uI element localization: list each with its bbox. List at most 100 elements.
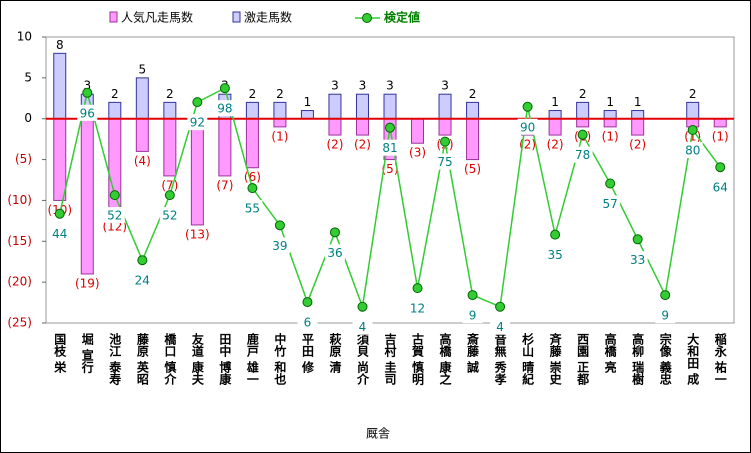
data-label: 8 — [56, 38, 64, 52]
x-tick-label: 藤原 英昭 — [135, 332, 149, 386]
data-label: 80 — [685, 144, 700, 158]
data-label-box — [352, 318, 373, 335]
line-marker — [329, 227, 340, 238]
data-label: 35 — [547, 248, 562, 262]
x-tick-label: 吉村 圭司 — [383, 332, 397, 386]
x-tick-label: 堀 宣行 — [80, 332, 94, 374]
x-tick-label: 池江 泰寿 — [108, 332, 122, 386]
data-label-box — [710, 179, 731, 196]
bar — [466, 118, 480, 161]
data-label-box — [187, 114, 208, 131]
line-marker — [440, 136, 451, 147]
x-tick-label: 古賀 慎明 — [411, 332, 425, 386]
line-marker — [219, 83, 230, 94]
legend-swatch — [232, 11, 241, 23]
data-label: 64 — [713, 181, 728, 195]
data-label-box — [380, 139, 400, 156]
data-label: 1 — [606, 95, 614, 109]
data-label-box — [297, 314, 318, 331]
data-label-box — [77, 104, 98, 121]
y-tick-label: 5 — [24, 70, 32, 84]
x-tick-label: 西園 正都 — [576, 333, 590, 386]
x-tick-label: 大和田 成 — [686, 332, 700, 386]
bar — [135, 77, 149, 120]
plot-area — [45, 36, 735, 324]
data-label: (2) — [354, 138, 371, 152]
data-label: 52 — [107, 209, 122, 223]
line-marker — [495, 301, 506, 312]
bar — [245, 118, 259, 169]
bar — [218, 118, 232, 177]
line-marker — [467, 290, 478, 301]
data-label: (3) — [409, 146, 426, 160]
data-label-box — [159, 207, 180, 224]
bar — [355, 118, 369, 136]
x-tick-label: 中竹 和也 — [273, 332, 287, 386]
data-label: 33 — [630, 253, 645, 267]
bar — [245, 101, 259, 120]
data-label: 3 — [331, 79, 339, 93]
data-label-box — [462, 307, 483, 324]
bar — [466, 101, 480, 120]
data-label: 2 — [166, 87, 174, 101]
bar — [631, 118, 645, 136]
bar — [80, 118, 94, 275]
data-label: 39 — [272, 239, 287, 253]
data-label-box — [407, 300, 428, 317]
data-label: (1) — [602, 129, 619, 143]
legend-label: 人気凡走馬数 — [121, 10, 193, 25]
bar — [53, 118, 67, 201]
line-marker — [274, 220, 285, 231]
data-label-box — [242, 200, 263, 217]
data-label: 36 — [327, 246, 342, 260]
data-label: 2 — [689, 87, 697, 101]
bar — [548, 110, 562, 120]
data-label: 3 — [83, 79, 91, 93]
bar — [300, 110, 314, 120]
line-marker — [385, 122, 395, 133]
legend-label: 激走馬数 — [244, 10, 292, 25]
data-label: 2 — [469, 87, 477, 101]
data-label-box — [572, 146, 593, 163]
data-label: 44 — [52, 227, 67, 241]
data-label-box — [269, 237, 290, 254]
x-tick-label: 高橋 康之 — [438, 332, 452, 386]
data-label: 90 — [520, 120, 535, 134]
bar — [438, 118, 452, 136]
bar — [328, 93, 342, 120]
x-axis-label: 厩舎 — [366, 427, 390, 441]
bar — [713, 118, 727, 128]
data-label-box — [435, 153, 456, 170]
bar — [273, 118, 287, 128]
y-tick-label: 10 — [17, 30, 32, 44]
data-label: 92 — [190, 116, 205, 130]
bar — [686, 101, 700, 120]
data-label: 6 — [304, 316, 312, 330]
x-tick-label: 平田 修 — [300, 333, 314, 374]
bar — [383, 93, 397, 120]
bar — [603, 118, 617, 128]
bar — [576, 101, 590, 120]
x-tick-label: 高柳 瑞樹 — [631, 332, 645, 386]
x-tick-label: 宗像 義忠 — [658, 332, 672, 386]
data-label: (2) — [629, 138, 646, 152]
x-tick-label: 鹿戸 雄一 — [245, 332, 259, 386]
bar — [328, 118, 342, 136]
data-label: 55 — [245, 202, 260, 216]
data-label-box — [655, 307, 676, 324]
data-label: (1) — [712, 129, 729, 143]
data-label: 4 — [496, 320, 504, 334]
x-tick-label: 田中 博康 — [218, 333, 232, 386]
x-tick-label: 萩原 清 — [328, 332, 342, 374]
data-label: 24 — [135, 274, 150, 288]
data-label: 2 — [249, 87, 257, 101]
data-label-box — [682, 142, 703, 159]
data-label: (1) — [684, 129, 701, 143]
y-tick-label: (20) — [7, 275, 32, 289]
data-label: 2 — [276, 87, 284, 101]
data-label-box — [517, 118, 538, 135]
x-tick-label: 高橋 亮 — [603, 332, 617, 374]
data-label: 98 — [217, 102, 232, 116]
data-label-box — [49, 225, 70, 242]
